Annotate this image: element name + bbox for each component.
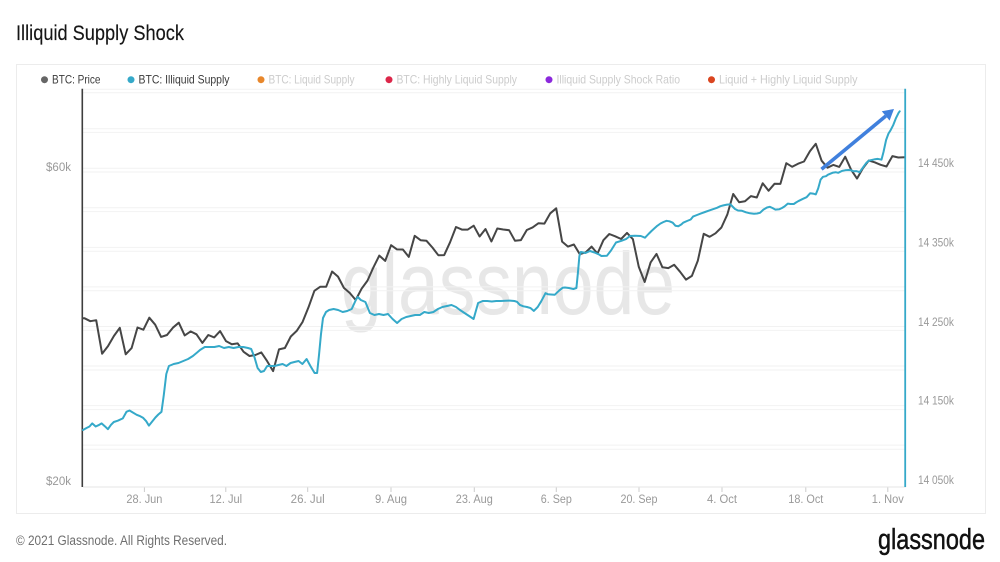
- svg-text:14 450k: 14 450k: [918, 158, 954, 170]
- svg-text:1. Nov: 1. Nov: [872, 494, 904, 506]
- svg-text:6. Sep: 6. Sep: [541, 494, 572, 506]
- svg-text:glassnode: glassnode: [878, 524, 985, 556]
- svg-text:14 350k: 14 350k: [918, 238, 954, 250]
- svg-text:Liquid + Highly Liquid Supply: Liquid + Highly Liquid Supply: [719, 73, 858, 87]
- svg-text:14 150k: 14 150k: [918, 396, 954, 408]
- svg-text:BTC: Highly Liquid Supply: BTC: Highly Liquid Supply: [397, 73, 518, 87]
- svg-text:14 050k: 14 050k: [918, 475, 954, 487]
- svg-text:Illiquid Supply Shock Ratio: Illiquid Supply Shock Ratio: [557, 73, 681, 87]
- svg-text:© 2021 Glassnode. All Rights R: © 2021 Glassnode. All Rights Reserved.: [16, 533, 227, 548]
- svg-text:$60k: $60k: [46, 162, 71, 174]
- svg-text:28. Jun: 28. Jun: [126, 494, 162, 506]
- svg-text:23. Aug: 23. Aug: [456, 494, 493, 506]
- svg-text:BTC: Illiquid Supply: BTC: Illiquid Supply: [139, 73, 230, 87]
- svg-text:4. Oct: 4. Oct: [707, 494, 738, 506]
- svg-text:26. Jul: 26. Jul: [291, 494, 325, 506]
- svg-text:$20k: $20k: [46, 476, 71, 488]
- svg-text:BTC: Price: BTC: Price: [52, 73, 101, 87]
- svg-text:12. Jul: 12. Jul: [210, 494, 243, 506]
- svg-text:14 250k: 14 250k: [918, 317, 954, 329]
- svg-text:18. Oct: 18. Oct: [788, 494, 824, 506]
- svg-text:BTC: Liquid Supply: BTC: Liquid Supply: [269, 73, 355, 87]
- svg-text:Illiquid Supply Shock: Illiquid Supply Shock: [16, 21, 184, 45]
- svg-text:9. Aug: 9. Aug: [375, 494, 407, 506]
- svg-text:glassnode: glassnode: [341, 234, 675, 333]
- svg-text:20. Sep: 20. Sep: [621, 494, 658, 506]
